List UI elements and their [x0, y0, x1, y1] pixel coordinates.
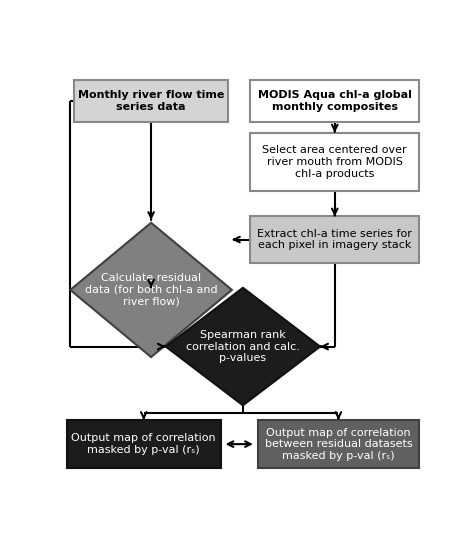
Text: Output map of correlation
between residual datasets
masked by p-val (rₛ): Output map of correlation between residu… [264, 427, 412, 461]
FancyBboxPatch shape [258, 420, 419, 468]
Text: Extract chl-a time series for
each pixel in imagery stack: Extract chl-a time series for each pixel… [257, 229, 412, 250]
Text: Select area centered over
river mouth from MODIS
chl-a products: Select area centered over river mouth fr… [263, 146, 407, 179]
Text: Spearman rank
correlation and calc.
p-values: Spearman rank correlation and calc. p-va… [186, 330, 300, 363]
FancyBboxPatch shape [74, 80, 228, 122]
FancyBboxPatch shape [250, 132, 419, 191]
Polygon shape [166, 288, 320, 405]
Text: MODIS Aqua chl-a global
monthly composites: MODIS Aqua chl-a global monthly composit… [258, 90, 412, 112]
FancyBboxPatch shape [66, 420, 221, 468]
Text: Monthly river flow time
series data: Monthly river flow time series data [78, 90, 224, 112]
FancyBboxPatch shape [250, 80, 419, 122]
Polygon shape [70, 223, 232, 357]
FancyBboxPatch shape [250, 216, 419, 263]
Text: Calculate residual
data (for both chl-a and
river flow): Calculate residual data (for both chl-a … [85, 273, 218, 306]
Text: Output map of correlation
masked by p-val (rₛ): Output map of correlation masked by p-va… [72, 433, 216, 455]
